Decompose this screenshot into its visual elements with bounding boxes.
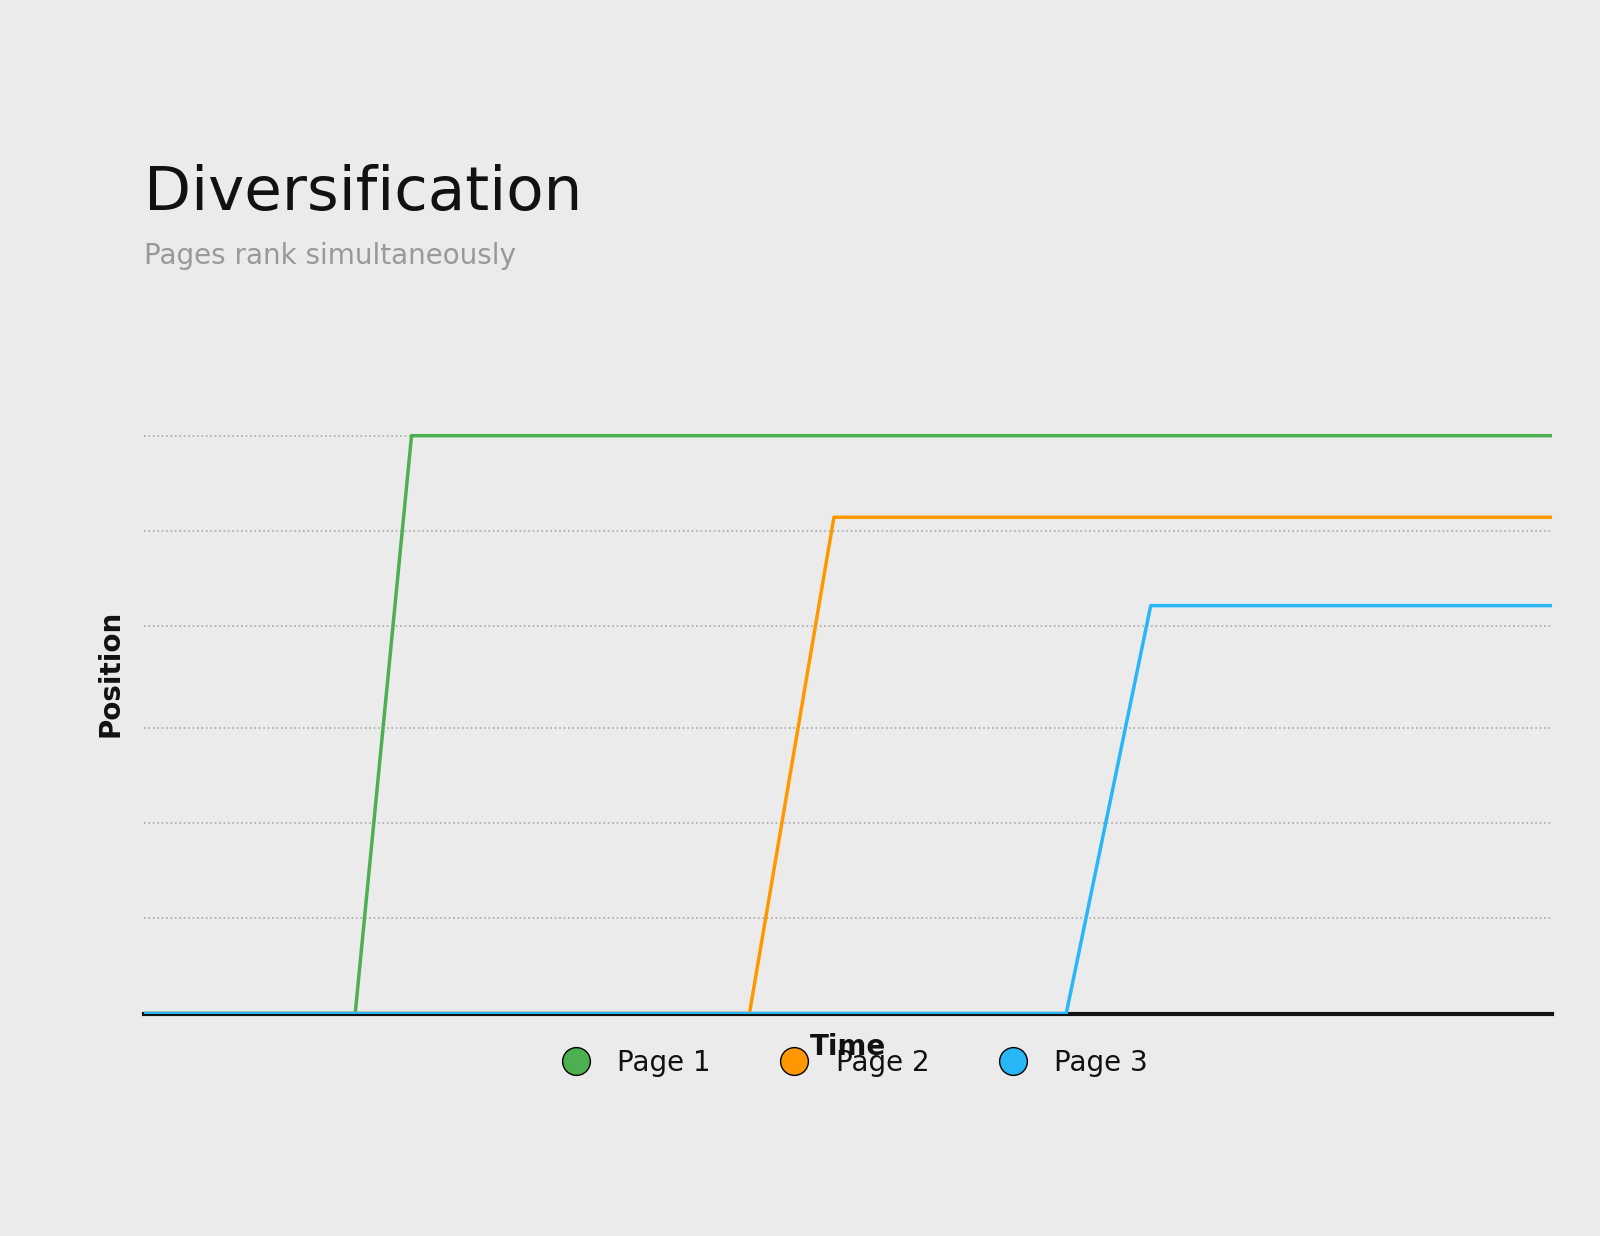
Legend: Page 1, Page 2, Page 3: Page 1, Page 2, Page 3 bbox=[536, 1038, 1160, 1088]
Text: Diversification: Diversification bbox=[144, 163, 582, 222]
Y-axis label: Position: Position bbox=[96, 611, 125, 737]
X-axis label: Time: Time bbox=[810, 1033, 886, 1060]
Text: Pages rank simultaneously: Pages rank simultaneously bbox=[144, 242, 515, 269]
